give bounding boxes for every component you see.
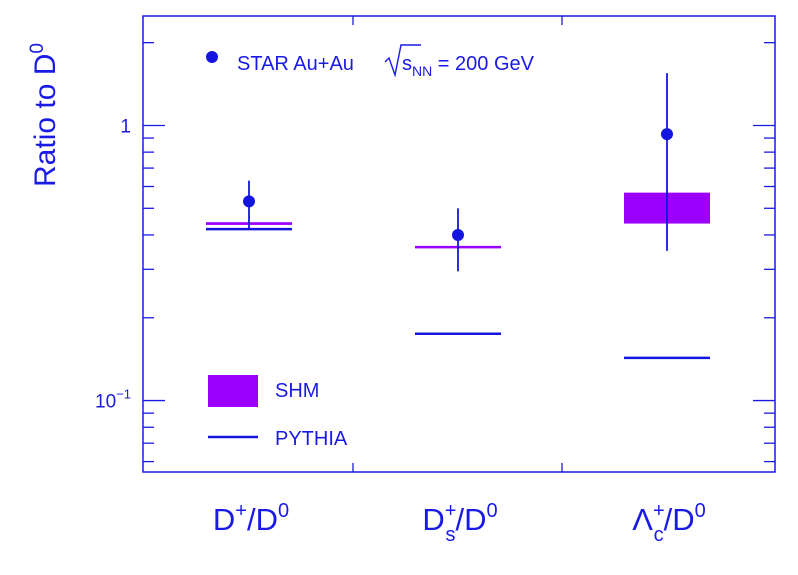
x-category-label: Λ+ c/D0 (632, 500, 706, 546)
legend-star-label: STAR Au+Au (237, 53, 354, 75)
axis-ticks: 1 10−1 (95, 16, 775, 472)
legend-pythia-label: PYTHIA (275, 428, 348, 450)
axis-labels: D+/D0 D+ s/D0 Λ+ c/D0 Ratio to D0 (27, 43, 706, 546)
legend-shm-swatch (208, 375, 258, 407)
star-data-point (243, 195, 255, 208)
legend-star-marker (206, 51, 218, 63)
x-category-label: D+/D0 (213, 500, 289, 537)
sqrt-icon (384, 44, 421, 78)
legend: STAR Au+Au sNN = 200 GeV SHM PYTHIA (206, 44, 535, 450)
data-marks (206, 73, 710, 360)
y-tick-label: 10−1 (95, 387, 131, 413)
legend-shm-label: SHM (275, 380, 319, 402)
plot-frame (142, 15, 776, 473)
star-data-point (661, 128, 673, 141)
x-category-label: D+ s/D0 (422, 500, 497, 546)
plot-axes (142, 15, 776, 473)
y-tick-label: 1 (120, 116, 131, 137)
legend-star-energy: sNN = 200 GeV (402, 53, 535, 79)
y-axis-label: Ratio to D0 (27, 43, 62, 187)
star-data-point (452, 228, 464, 241)
